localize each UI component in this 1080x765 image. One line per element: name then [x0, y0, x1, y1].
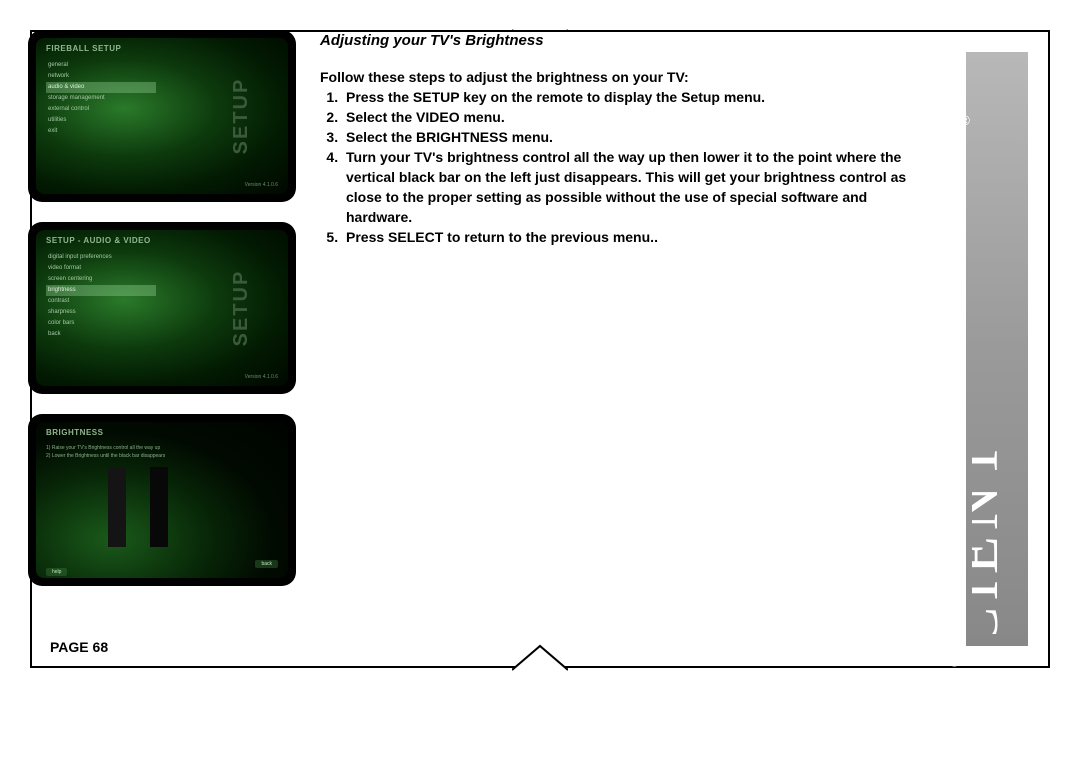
- step-item: Select the VIDEO menu.: [342, 107, 920, 127]
- menu-item: back: [46, 329, 156, 340]
- instructions-block: Adjusting your TV's Brightness Follow th…: [320, 32, 920, 247]
- menu-item: contrast: [46, 296, 156, 307]
- menu-item: general: [46, 60, 156, 71]
- product-name: FireBall™ SE-D1 User's Manual: [946, 591, 960, 765]
- menu-item: color bars: [46, 318, 156, 329]
- steps-list: Press the SETUP key on the remote to dis…: [320, 87, 920, 247]
- section-title: Adjusting your TV's Brightness: [320, 32, 920, 49]
- screenshots-column: FIREBALL SETUP general network audio & v…: [28, 30, 296, 606]
- menu-item: network: [46, 71, 156, 82]
- brand-logo: ESCIENT: [972, 64, 1022, 634]
- svg-text:ESCIENT: ESCIENT: [972, 436, 1011, 634]
- menu-item: storage management: [46, 93, 156, 104]
- screen3-title: BRIGHTNESS: [46, 428, 103, 437]
- step-item: Press the SETUP key on the remote to dis…: [342, 87, 920, 107]
- page-number: PAGE 68: [50, 639, 108, 655]
- brightness-calibration-bars: [46, 467, 276, 547]
- setup-side-label: SETUP: [230, 270, 253, 347]
- screen3-line1: 1) Raise your TV's Brightness control al…: [46, 444, 165, 452]
- product-rest: User's Manual: [946, 591, 960, 671]
- frame-notch-bottom: [512, 642, 568, 670]
- screen1-title: FIREBALL SETUP: [46, 44, 121, 53]
- step-item: Select the BRIGHTNESS menu.: [342, 127, 920, 147]
- section-intro: Follow these steps to adjust the brightn…: [320, 67, 920, 87]
- screen3-buttons: help back: [46, 560, 278, 572]
- menu-item: video format: [46, 263, 156, 274]
- screen1-menu: general network audio & video storage ma…: [46, 60, 156, 137]
- step-item: Turn your TV's brightness control all th…: [342, 147, 920, 227]
- menu-item: exit: [46, 126, 156, 137]
- menu-item: sharpness: [46, 307, 156, 318]
- step-item: Press SELECT to return to the previous m…: [342, 227, 920, 247]
- menu-item-selected: brightness: [46, 285, 156, 296]
- menu-item-selected: audio & video: [46, 82, 156, 93]
- brand-sidebar: ESCIENT ® FireBall™ SE-D1 User's Manual: [966, 52, 1028, 646]
- setup-side-label: SETUP: [230, 78, 253, 155]
- screen3-instructions: 1) Raise your TV's Brightness control al…: [46, 444, 165, 460]
- menu-item: digital input preferences: [46, 252, 156, 263]
- screen2-title: SETUP - AUDIO & VIDEO: [46, 236, 151, 245]
- screen3-line2: 2) Lower the Brightness until the black …: [46, 452, 165, 460]
- version-label: Version 4.1.0.6: [245, 374, 278, 380]
- screenshot-audio-video-menu: SETUP - AUDIO & VIDEO digital input pref…: [28, 222, 296, 394]
- screenshot-brightness-screen: BRIGHTNESS 1) Raise your TV's Brightness…: [28, 414, 296, 586]
- menu-item: utilities: [46, 115, 156, 126]
- product-bold: FireBall™ SE-D1: [946, 671, 960, 765]
- help-button: help: [46, 568, 67, 576]
- menu-item: external control: [46, 104, 156, 115]
- menu-item: screen centering: [46, 274, 156, 285]
- screen2-menu: digital input preferences video format s…: [46, 252, 156, 340]
- back-button: back: [255, 560, 278, 568]
- registered-mark: ®: [960, 112, 970, 128]
- version-label: Version 4.1.0.6: [245, 182, 278, 188]
- screenshot-setup-menu: FIREBALL SETUP general network audio & v…: [28, 30, 296, 202]
